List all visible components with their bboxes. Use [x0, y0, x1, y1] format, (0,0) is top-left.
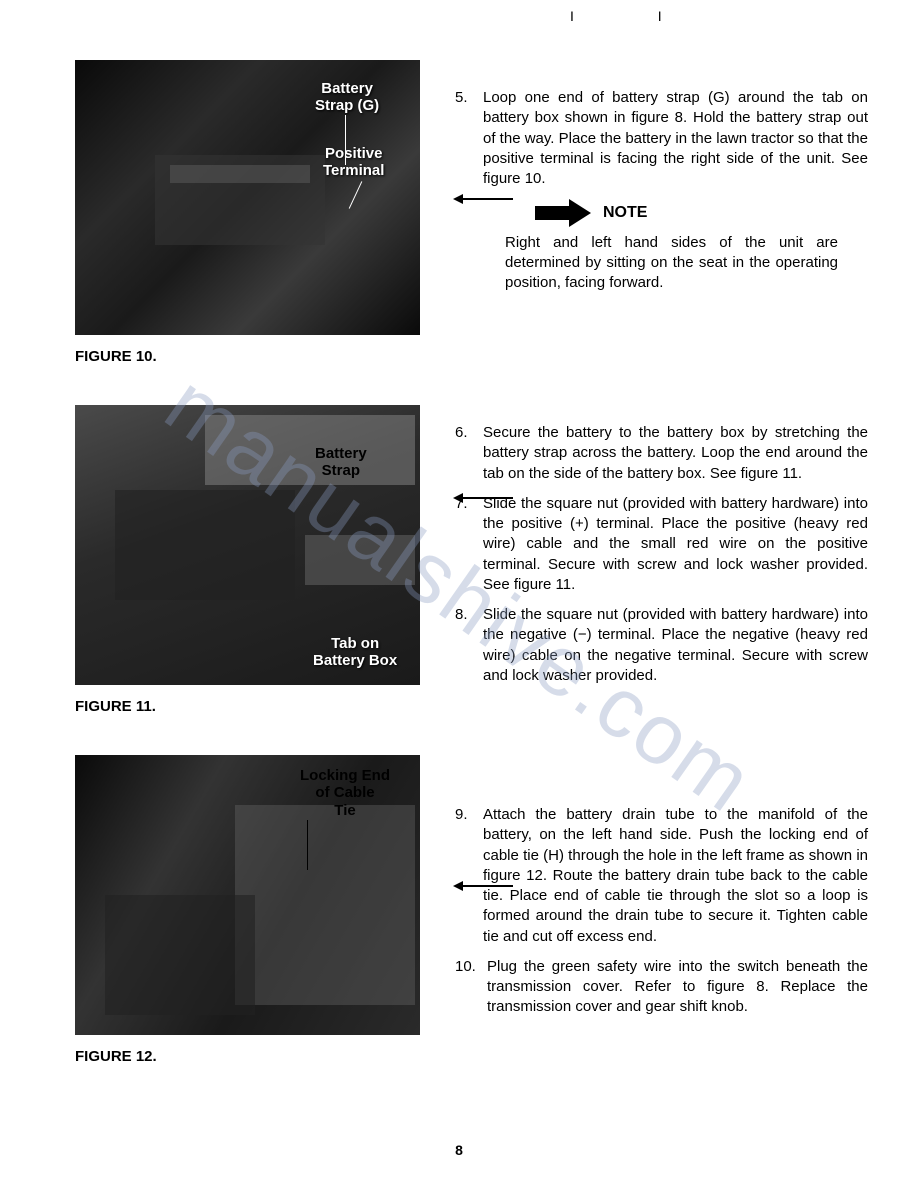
fig10-label-strap: BatteryStrap (G) [315, 80, 379, 115]
step-9: 9. Attach the battery drain tube to the … [455, 805, 868, 947]
step-5-text: Loop one end of battery strap (G) around… [483, 89, 868, 187]
figure-11-image: BatteryStrap Tab onBattery Box [75, 405, 420, 685]
page-content: BatteryStrap (G) PositiveTerminal FIGURE… [75, 60, 868, 1148]
figure-12-column: Locking Endof CableTie FIGURE 12. [75, 755, 420, 1090]
section-2: BatteryStrap Tab onBattery Box FIGURE 11… [75, 405, 868, 740]
note-arrow-icon [535, 199, 595, 227]
page-number: 8 [455, 1142, 463, 1158]
instructions-block-1: 5. Loop one end of battery strap (G) aro… [455, 60, 868, 390]
step-10-number: 10. [455, 957, 476, 977]
step-5: 5. Loop one end of battery strap (G) aro… [455, 88, 868, 189]
fig11-label-strap: BatteryStrap [315, 445, 367, 480]
arrow-pointer-3 [463, 885, 513, 887]
figure-11-column: BatteryStrap Tab onBattery Box FIGURE 11… [75, 405, 420, 740]
step-8-text: Slide the square nut (provided with batt… [483, 606, 868, 684]
step-10: 10. Plug the green safety wire into the … [455, 957, 868, 1018]
step-7-text: Slide the square nut (provided with batt… [483, 495, 868, 593]
instructions-block-2: 6. Secure the battery to the battery box… [455, 405, 868, 740]
step-10-text: Plug the green safety wire into the swit… [487, 958, 868, 1016]
figure-12-image: Locking Endof CableTie [75, 755, 420, 1035]
step-6: 6. Secure the battery to the battery box… [455, 423, 868, 484]
step-6-number: 6. [455, 423, 468, 443]
arrow-pointer-2 [463, 497, 513, 499]
note-block: NOTE Right and left hand sides of the un… [505, 199, 868, 292]
step-8: 8. Slide the square nut (provided with b… [455, 605, 868, 686]
arrow-pointer-1 [463, 198, 513, 200]
section-1: BatteryStrap (G) PositiveTerminal FIGURE… [75, 60, 868, 390]
figure-10-image: BatteryStrap (G) PositiveTerminal [75, 60, 420, 335]
section-3: Locking Endof CableTie FIGURE 12. 9. Att… [75, 755, 868, 1090]
figure-10-column: BatteryStrap (G) PositiveTerminal FIGURE… [75, 60, 420, 390]
fig11-label-tab: Tab onBattery Box [313, 635, 397, 670]
step-9-text: Attach the battery drain tube to the man… [483, 806, 868, 945]
top-crop-marks: I I [570, 8, 702, 24]
fig12-label-cable: Locking Endof CableTie [300, 767, 390, 819]
step-6-text: Secure the battery to the battery box by… [483, 424, 868, 482]
step-8-number: 8. [455, 605, 468, 625]
fig10-label-terminal: PositiveTerminal [323, 145, 384, 180]
figure-11-caption: FIGURE 11. [75, 698, 420, 715]
note-header: NOTE [535, 199, 868, 227]
step-5-number: 5. [455, 88, 468, 108]
figure-10-caption: FIGURE 10. [75, 348, 420, 365]
step-7: 7. Slide the square nut (provided with b… [455, 494, 868, 595]
note-label: NOTE [603, 202, 647, 224]
note-text: Right and left hand sides of the unit ar… [505, 233, 868, 292]
figure-12-caption: FIGURE 12. [75, 1048, 420, 1065]
instructions-block-3: 9. Attach the battery drain tube to the … [455, 755, 868, 1090]
step-9-number: 9. [455, 805, 468, 825]
